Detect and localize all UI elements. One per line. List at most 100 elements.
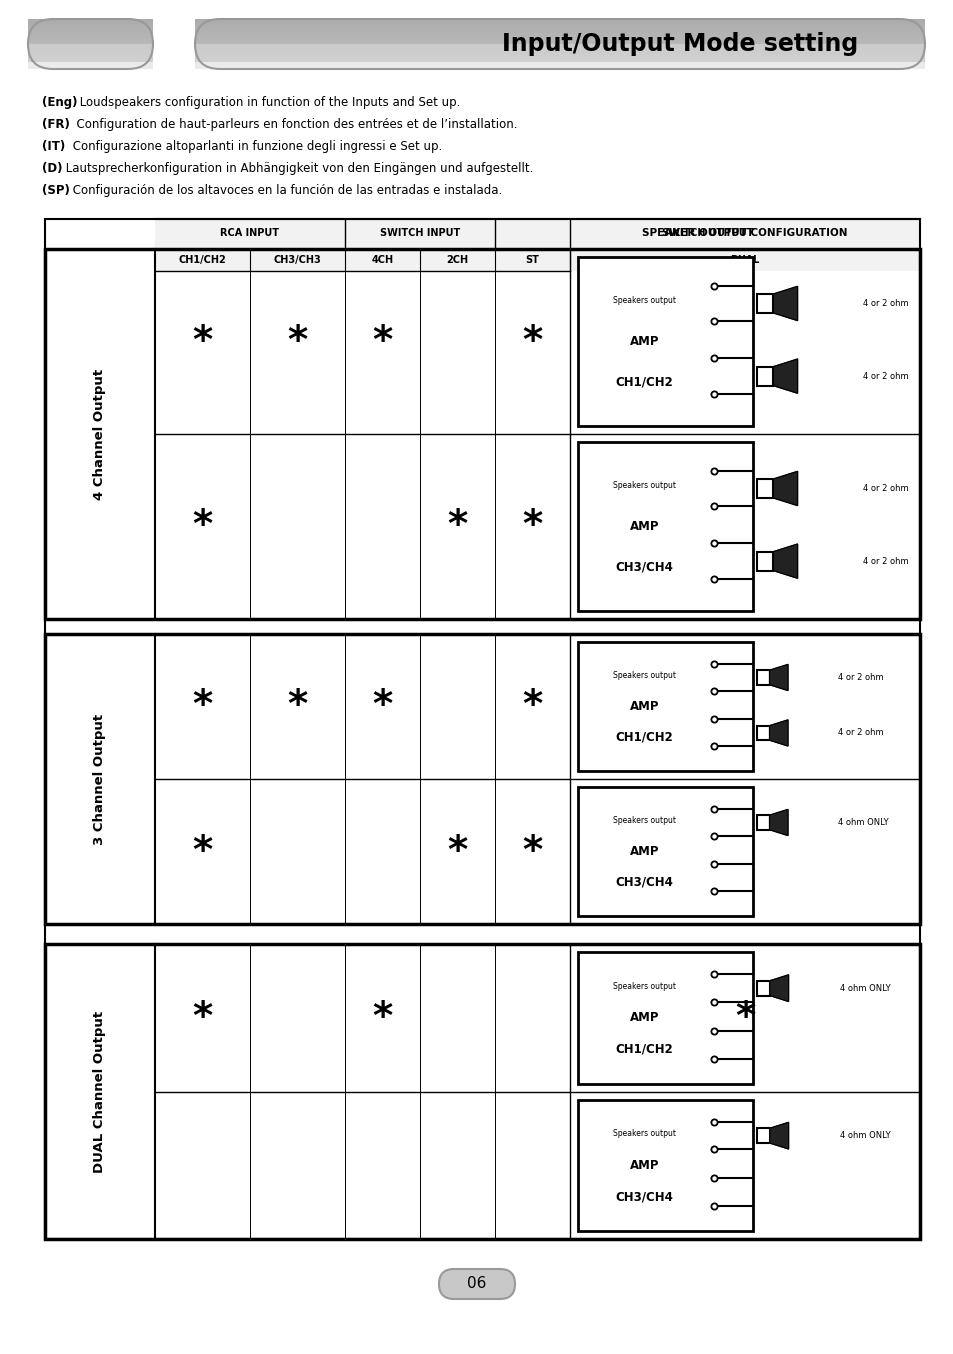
Bar — [194, 50, 924, 51]
Bar — [28, 34, 152, 35]
Bar — [28, 53, 152, 54]
Text: *: * — [372, 688, 393, 726]
Text: (IT): (IT) — [42, 139, 65, 153]
Text: *: * — [522, 322, 542, 360]
Text: Loudspeakers configuration in function of the Inputs and Set up.: Loudspeakers configuration in function o… — [76, 96, 460, 110]
Polygon shape — [773, 471, 797, 505]
Polygon shape — [769, 720, 787, 746]
Bar — [28, 26, 152, 27]
Bar — [28, 51, 152, 53]
Polygon shape — [769, 1122, 788, 1150]
Bar — [194, 26, 924, 27]
Text: *: * — [447, 508, 467, 546]
Text: CH1/CH2: CH1/CH2 — [615, 1043, 673, 1056]
Text: *: * — [372, 999, 393, 1037]
Bar — [28, 45, 152, 46]
Text: 4 ohm ONLY: 4 ohm ONLY — [839, 1131, 889, 1140]
Bar — [28, 42, 152, 43]
Text: (SP): (SP) — [42, 184, 70, 196]
Bar — [194, 54, 924, 57]
Bar — [194, 30, 924, 31]
Bar — [194, 64, 924, 65]
Bar — [28, 66, 152, 68]
Bar — [194, 68, 924, 69]
Polygon shape — [769, 810, 787, 835]
Bar — [28, 57, 152, 60]
Bar — [194, 54, 924, 56]
Bar — [757, 815, 769, 830]
Bar — [578, 787, 752, 917]
Text: *: * — [193, 999, 213, 1037]
Bar — [757, 726, 769, 741]
Bar — [194, 65, 924, 66]
Bar — [757, 479, 773, 498]
Text: DUAL Channel Output: DUAL Channel Output — [93, 1010, 107, 1173]
Bar — [28, 38, 152, 39]
Bar — [28, 58, 152, 60]
Bar — [28, 19, 152, 20]
Text: Lautsprecherkonfiguration in Abhängigkeit von den Eingängen und aufgestellt.: Lautsprecherkonfiguration in Abhängigkei… — [62, 162, 534, 175]
Text: Speakers output: Speakers output — [613, 816, 676, 825]
Text: *: * — [193, 508, 213, 546]
Text: AMP: AMP — [629, 334, 659, 348]
Text: 4 or 2 ohm: 4 or 2 ohm — [838, 728, 883, 738]
FancyBboxPatch shape — [438, 1269, 515, 1298]
Bar — [28, 41, 152, 43]
Text: (FR): (FR) — [42, 118, 70, 131]
Text: SPEAKER OUTPUT CONFIGURATION: SPEAKER OUTPUT CONFIGURATION — [641, 227, 847, 238]
Text: *: * — [287, 322, 307, 360]
Text: 4 ohm ONLY: 4 ohm ONLY — [838, 818, 888, 827]
Bar — [28, 46, 152, 47]
Bar — [28, 38, 152, 41]
Bar — [45, 944, 919, 1239]
Text: *: * — [447, 833, 467, 871]
Polygon shape — [773, 359, 797, 393]
Bar — [28, 56, 152, 58]
Text: Configurazione altoparlanti in funzione degli ingressi e Set up.: Configurazione altoparlanti in funzione … — [70, 139, 442, 153]
Bar — [578, 642, 752, 770]
Text: CH3/CH4: CH3/CH4 — [615, 876, 673, 890]
Bar — [28, 24, 152, 27]
Text: *: * — [372, 322, 393, 360]
Bar — [28, 37, 152, 38]
Bar — [194, 34, 924, 35]
Bar — [28, 68, 152, 69]
Bar — [757, 670, 769, 685]
Text: 3 Channel Output: 3 Channel Output — [93, 714, 107, 845]
Text: *: * — [193, 688, 213, 726]
Bar — [28, 30, 152, 31]
Bar — [194, 42, 924, 43]
Bar — [28, 49, 152, 50]
Bar — [194, 22, 924, 24]
Bar — [194, 62, 924, 64]
Text: AMP: AMP — [629, 845, 659, 858]
Bar — [194, 22, 924, 23]
Text: *: * — [193, 833, 213, 871]
Bar — [28, 22, 152, 23]
Text: AMP: AMP — [629, 1011, 659, 1024]
Bar — [757, 551, 773, 570]
Bar — [194, 31, 924, 32]
Bar — [757, 367, 773, 386]
Bar — [28, 22, 152, 24]
Bar — [578, 952, 752, 1083]
Bar — [194, 39, 924, 42]
Bar — [194, 51, 924, 53]
Text: RCA INPUT: RCA INPUT — [220, 227, 279, 238]
Text: *: * — [522, 688, 542, 726]
Text: Configuration de haut-parleurs en fonction des entrées et de l’installation.: Configuration de haut-parleurs en foncti… — [70, 118, 517, 131]
Text: Speakers output: Speakers output — [613, 482, 676, 490]
Bar — [194, 41, 924, 43]
Bar — [154, 219, 919, 271]
Bar — [578, 257, 752, 427]
Bar — [194, 49, 924, 50]
Bar — [194, 57, 924, 60]
Polygon shape — [769, 665, 787, 691]
Text: (D): (D) — [42, 162, 63, 175]
Bar — [28, 23, 152, 26]
Text: Speakers output: Speakers output — [613, 297, 676, 306]
Bar — [28, 39, 152, 42]
Text: 4 or 2 ohm: 4 or 2 ohm — [862, 483, 908, 493]
Text: ST: ST — [525, 255, 538, 265]
Text: Configuración de los altavoces en la función de las entradas e instalada.: Configuración de los altavoces en la fun… — [70, 184, 502, 196]
